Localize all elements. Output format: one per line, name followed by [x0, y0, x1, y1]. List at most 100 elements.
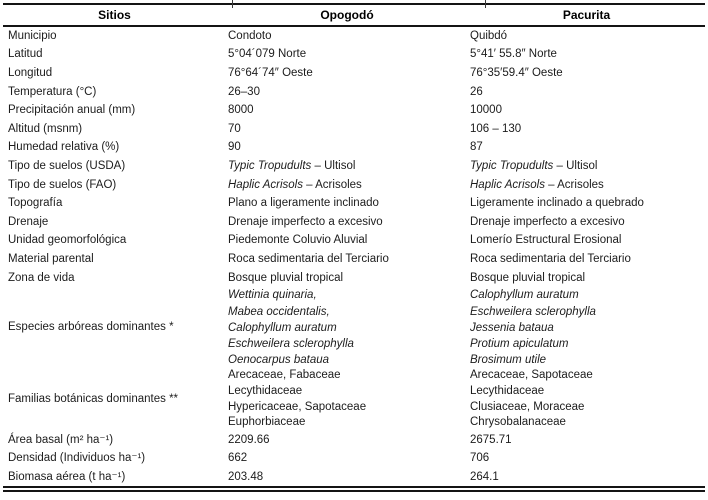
table-body: Municipio Condoto Quibdó Latitud 5°04´079 No… [3, 26, 705, 487]
opogodo-cell: Roca sedimentaria del Terciario [228, 252, 389, 265]
opogodo-cell: 8000 [228, 104, 254, 117]
pacurita-cell: 106 – 130 [470, 122, 522, 135]
row-label-cell: Drenaje [8, 215, 49, 228]
header-sitios: Sitios [98, 8, 131, 22]
plain-text: – Ultisol [311, 159, 356, 172]
table-row: Latitud 5°04´079 Norte 5°41′ 55.8″ Norte [3, 46, 705, 65]
cell-line: Jessenia bataua [470, 321, 554, 334]
row-label-cell: Área basal (m² ha⁻¹) [8, 433, 114, 446]
cell-line: Lecythidaceae [470, 384, 545, 397]
cell-line: Lecythidaceae [228, 384, 303, 397]
cell-line: Brosimum utile [470, 354, 547, 367]
opogodo-cell: Condoto [228, 29, 272, 42]
cell-line: Hypericaceae, Sapotaceae [228, 400, 367, 413]
table-bottom-rule [3, 490, 705, 493]
row-label-cell: Material parental [8, 252, 94, 265]
cell-line: Mabea occidentalis, [228, 305, 330, 318]
table-row: Tipo de suelos (USDA) Typic Tropudults – … [3, 157, 705, 176]
pacurita-cell: Calophyllum auratum Eschweilera sclerophy… [468, 287, 705, 368]
cell-line: Arecaceae, Fabaceae [228, 369, 341, 382]
opogodo-cell: Drenaje imperfecto a excesivo [228, 215, 383, 228]
table-row: Biomasa aérea (t ha⁻¹) 203.48 264.1 [3, 468, 705, 488]
table-row: Densidad (Individuos ha⁻¹) 662 706 [3, 449, 705, 468]
row-label-cell: Latitud [8, 48, 43, 61]
site-comparison-table: Sitios Opogodó Pacurita Municipio Condoto… [3, 3, 705, 489]
header-opogodo: Opogodó [320, 8, 374, 22]
pacurita-cell: 264.1 [470, 470, 499, 483]
opogodo-cell: 26–30 [228, 85, 260, 98]
table-row: Familias botánicas dominantes ** Arecacea… [3, 368, 705, 430]
pacurita-cell: 10000 [470, 104, 502, 117]
opogodo-cell: Wettinia quinaria, Mabea occidentalis, Cal… [226, 287, 468, 368]
row-label-cell: Municipio [8, 29, 57, 42]
row-label-cell: Humedad relativa (%) [8, 141, 120, 154]
column-divider-tick [485, 0, 486, 8]
italic-text: Haplic Acrisols [470, 178, 545, 191]
italic-text: Typic Tropudults [228, 159, 312, 172]
cell-line: Wettinia quinaria, [228, 289, 317, 302]
cell-line: Calophyllum auratum [470, 289, 579, 302]
table-row: Temperatura (°C) 26–30 26 [3, 83, 705, 102]
plain-text: – Acrisoles [302, 178, 362, 191]
table-row: Drenaje Drenaje imperfecto a excesivo Dren… [3, 213, 705, 232]
table-row: Precipitación anual (mm) 8000 10000 [3, 101, 705, 120]
plain-text: – Acrisoles [544, 178, 604, 191]
opogodo-cell: Bosque pluvial tropical [228, 271, 344, 284]
cell-line: Protium apiculatum [470, 337, 569, 350]
opogodo-cell: Typic Tropudults – Ultisol [226, 157, 468, 176]
cell-line: Eschweilera sclerophylla [228, 337, 354, 350]
pacurita-cell: Roca sedimentaria del Terciario [470, 252, 631, 265]
opogodo-cell: Arecaceae, Fabaceae Lecythidaceae Hyperica… [226, 368, 468, 430]
row-label-cell: Precipitación anual (mm) [8, 104, 136, 117]
cell-line: Chrysobalanaceae [470, 416, 566, 429]
table-row: Tipo de suelos (FAO) Haplic Acrisols – Ac… [3, 176, 705, 195]
opogodo-cell: Piedemonte Coluvio Aluvial [228, 234, 368, 247]
opogodo-cell: 5°04´079 Norte [228, 48, 307, 61]
row-label-cell: Topografía [8, 197, 63, 210]
opogodo-cell: 90 [228, 141, 241, 154]
pacurita-cell: 76°35′59.4″ Oeste [470, 66, 563, 79]
pacurita-cell: Bosque pluvial tropical [470, 271, 586, 284]
row-label-cell: Zona de vida [8, 271, 75, 284]
pacurita-cell: Ligeramente inclinado a quebrado [470, 197, 644, 210]
opogodo-cell: 662 [228, 452, 248, 465]
row-label-cell: Altitud (msnm) [8, 122, 83, 135]
pacurita-cell: Lomerío Estructural Erosional [470, 234, 622, 247]
opogodo-cell: 2209.66 [228, 433, 270, 446]
opogodo-cell: 76°64´74″ Oeste [228, 66, 313, 79]
cell-line: Clusiaceae, Moraceae [470, 400, 585, 413]
pacurita-cell: Arecaceae, Sapotaceae Lecythidaceae Clusia… [468, 368, 705, 430]
opogodo-cell: 203.48 [228, 470, 264, 483]
table-row: Topografía Plano a ligeramente inclinado L… [3, 194, 705, 213]
row-label-cell: Tipo de suelos (USDA) [8, 159, 126, 172]
pacurita-cell: 706 [470, 452, 490, 465]
pacurita-cell: 2675.71 [470, 433, 512, 446]
row-label-cell: Temperatura (°C) [8, 85, 97, 98]
cell-line: Calophyllum auratum [228, 321, 337, 334]
table-row: Municipio Condoto Quibdó [3, 26, 705, 46]
header-row: Sitios Opogodó Pacurita [3, 4, 705, 26]
row-label-cell: Densidad (Individuos ha⁻¹) [8, 452, 146, 465]
column-divider-tick [232, 0, 233, 8]
table-row: Altitud (msnm) 70 106 – 130 [3, 120, 705, 139]
row-label-cell: Familias botánicas dominantes ** [8, 393, 179, 406]
table-row: Área basal (m² ha⁻¹) 2209.66 2675.71 [3, 431, 705, 450]
italic-text: Haplic Acrisols [228, 178, 303, 191]
pacurita-cell: Quibdó [470, 29, 508, 42]
table-row: Unidad geomorfológica Piedemonte Coluvio … [3, 232, 705, 251]
opogodo-cell: Plano a ligeramente inclinado [228, 197, 379, 210]
row-label-cell: Especies arbóreas dominantes * [8, 321, 174, 334]
cell-line: Euphorbiaceae [228, 416, 306, 429]
table-row: Material parental Roca sedimentaria del T… [3, 250, 705, 269]
cell-line: Arecaceae, Sapotaceae [470, 369, 593, 382]
pacurita-cell: 87 [470, 141, 483, 154]
row-label-cell: Unidad geomorfológica [8, 234, 127, 247]
row-label-cell: Biomasa aérea (t ha⁻¹) [8, 470, 126, 483]
table-row: Zona de vida Bosque pluvial tropical Bosqu… [3, 269, 705, 288]
cell-line: Oenocarpus bataua [228, 354, 330, 367]
table-row: Humedad relativa (%) 90 87 [3, 139, 705, 158]
pacurita-cell: Drenaje imperfecto a excesivo [470, 215, 625, 228]
header-pacurita: Pacurita [562, 8, 611, 22]
italic-text: Typic Tropudults [470, 159, 554, 172]
table-row: Especies arbóreas dominantes * Wettinia q… [3, 287, 705, 368]
